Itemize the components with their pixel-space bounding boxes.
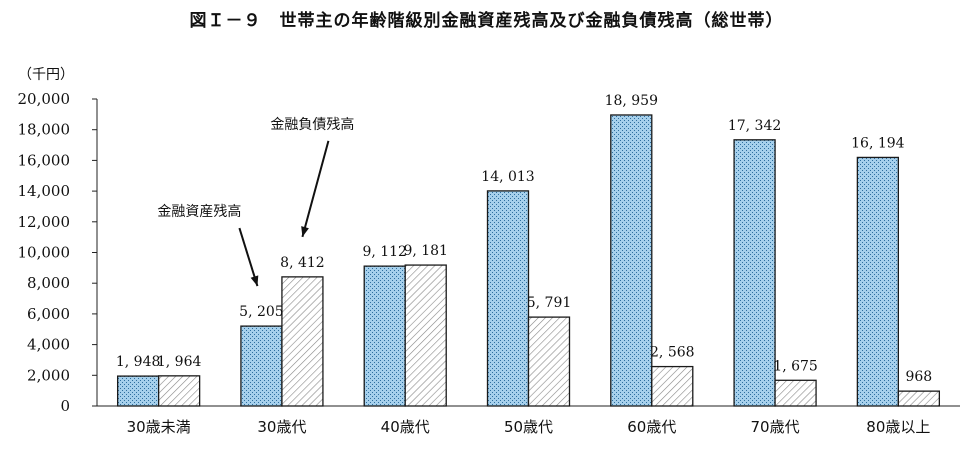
y-tick-label: 14,000	[18, 182, 71, 200]
asset-bar	[363, 265, 406, 407]
debt-bar	[157, 375, 201, 407]
category-label: 80歳以上	[866, 418, 930, 436]
debt-bar	[774, 379, 817, 407]
asset-value-label: 9, 112	[362, 244, 407, 260]
debt-bar	[527, 316, 571, 407]
asset-annotation-label: 金融資産残高	[157, 203, 241, 220]
category-label: 30歳代	[257, 418, 306, 436]
y-ticks: 0 2,000 4,000 6,000 8,000 10,000 12,000 14,000 1…	[18, 90, 97, 415]
asset-value-label: 18, 959	[605, 93, 658, 109]
debt-annotation-label: 金融負債残高	[270, 116, 354, 133]
category-label: 70歳代	[751, 418, 800, 436]
y-axis-unit-label: （千円）	[18, 67, 74, 83]
debt-bar	[404, 264, 447, 407]
y-tick-label: 12,000	[18, 213, 71, 231]
debt-value-label: 8, 412	[280, 255, 325, 271]
asset-value-label: 14, 013	[481, 169, 534, 185]
category-label: 50歳代	[504, 418, 553, 436]
asset-bar	[856, 156, 900, 407]
debt-value-label: 5, 791	[527, 295, 572, 311]
asset-arrowhead	[250, 275, 259, 287]
category-label: 60歳代	[627, 418, 676, 436]
asset-value-label: 5, 205	[239, 304, 284, 320]
y-tick-label: 4,000	[27, 336, 70, 354]
y-tick-label: 0	[60, 397, 70, 415]
y-tick-label: 8,000	[27, 274, 70, 292]
asset-bar	[610, 114, 653, 407]
debt-value-label: 968	[905, 369, 932, 385]
debt-annotation-arrow	[301, 140, 330, 238]
debt-value-label: 1, 675	[773, 358, 818, 374]
y-tick-label: 10,000	[18, 244, 71, 262]
debt-value-label: 2, 568	[650, 345, 695, 361]
category-label: 30歳未満	[127, 418, 191, 436]
asset-value-label: 1, 948	[116, 354, 161, 370]
debt-value-label: 1, 964	[157, 354, 202, 370]
debt-arrowhead	[301, 226, 309, 237]
y-tick-label: 2,000	[27, 366, 70, 384]
debt-value-label: 9, 181	[403, 243, 448, 259]
y-tick-label: 20,000	[18, 90, 71, 108]
y-tick-label: 18,000	[18, 121, 71, 139]
y-tick-label: 6,000	[27, 305, 70, 323]
asset-annotation-arrow	[238, 227, 259, 287]
asset-bar	[733, 139, 776, 407]
asset-bar	[240, 325, 283, 407]
category-labels: 30歳未満 30歳代 40歳代 50歳代 60歳代 70歳代 80歳以上	[127, 418, 931, 436]
debt-bar	[651, 365, 694, 407]
asset-value-label: 17, 342	[728, 118, 781, 134]
y-tick-label: 16,000	[18, 151, 71, 169]
debt-bar	[281, 276, 324, 407]
bars	[116, 114, 941, 407]
asset-bar	[486, 190, 530, 407]
asset-bar	[116, 375, 160, 407]
asset-value-label: 16, 194	[851, 135, 905, 151]
category-label: 40歳代	[381, 418, 430, 436]
annotations: 金融資産残高 金融負債残高	[157, 116, 354, 287]
debt-bar	[897, 390, 941, 407]
chart-title: 図Ｉ－９ 世帯主の年齢階級別金融資産残高及び金融負債残高（総世帯）	[189, 11, 784, 31]
